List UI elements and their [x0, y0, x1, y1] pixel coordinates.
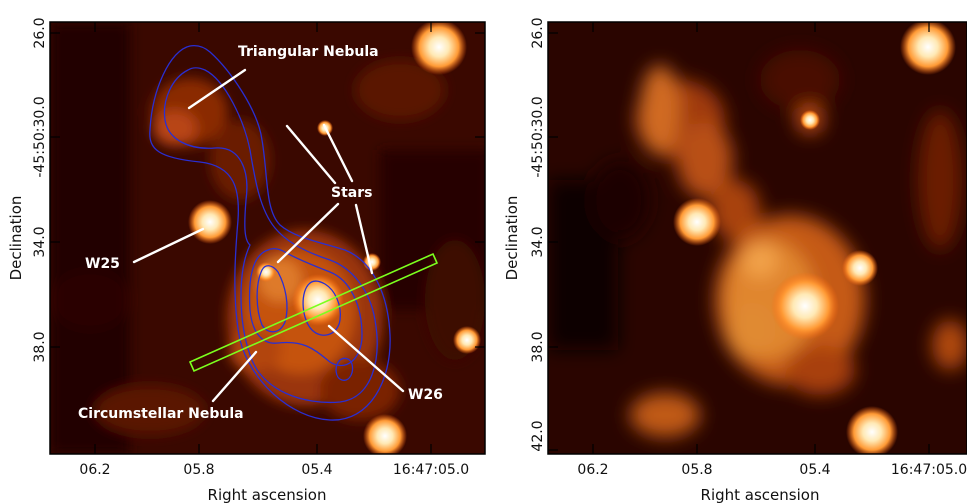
label-w25: W25 [85, 256, 120, 272]
right-frame [547, 21, 967, 455]
contour-lines [149, 45, 391, 421]
x-tick-label: 05.8 [183, 462, 214, 478]
x-tick-label: 05.4 [799, 462, 830, 478]
right-x-axis-label: Right ascension [701, 486, 820, 504]
x-tick-label: 16:47:05.0 [393, 462, 469, 478]
left-frame [49, 21, 486, 455]
right-x-ticklabels: 06.2 05.8 05.4 16:47:05.0 [577, 462, 967, 478]
y-tick-label: 38.0 [32, 331, 48, 362]
right-image [548, 22, 967, 454]
y-tick-label: 42.0 [530, 420, 546, 451]
label-triangular-nebula: Triangular Nebula [238, 44, 379, 60]
right-panel: 06.2 05.8 05.4 16:47:05.0 26.0 -45:50:30… [503, 17, 967, 504]
y-tick-label: -45:50:30.0 [32, 96, 48, 177]
left-y-ticklabels: 26.0 -45:50:30.0 34.0 38.0 [32, 17, 48, 362]
left-image: Triangular Nebula Stars W25 W26 Circumst… [50, 22, 485, 454]
left-x-ticklabels: 06.2 05.8 05.4 16:47:05.0 [79, 462, 469, 478]
y-tick-label: 38.0 [530, 331, 546, 362]
left-y-axis-label: Declination [7, 196, 25, 281]
label-stars: Stars [331, 185, 372, 201]
annotation-lines [132, 68, 405, 403]
y-tick-label: 34.0 [32, 226, 48, 257]
right-y-ticklabels: 26.0 -45:50:30.0 34.0 38.0 42.0 [530, 17, 546, 451]
x-tick-label: 16:47:05.0 [891, 462, 967, 478]
y-tick-label: 26.0 [530, 17, 546, 48]
slit-rectangle [188, 252, 439, 373]
annotation-labels: Triangular Nebula Stars W25 W26 Circumst… [78, 44, 443, 422]
x-tick-label: 05.8 [681, 462, 712, 478]
y-tick-label: -45:50:30.0 [530, 96, 546, 177]
right-ticks [548, 22, 930, 454]
y-tick-label: 26.0 [32, 17, 48, 48]
left-x-axis-label: Right ascension [208, 486, 327, 504]
x-tick-label: 05.4 [301, 462, 332, 478]
x-tick-label: 06.2 [79, 462, 110, 478]
label-circumstellar-nebula: Circumstellar Nebula [78, 406, 244, 422]
y-tick-label: 34.0 [530, 226, 546, 257]
x-tick-label: 06.2 [577, 462, 608, 478]
left-panel: Triangular Nebula Stars W25 W26 Circumst… [7, 17, 486, 504]
left-ticks [50, 22, 485, 454]
label-w26: W26 [408, 387, 443, 403]
right-y-axis-label: Declination [503, 196, 521, 281]
